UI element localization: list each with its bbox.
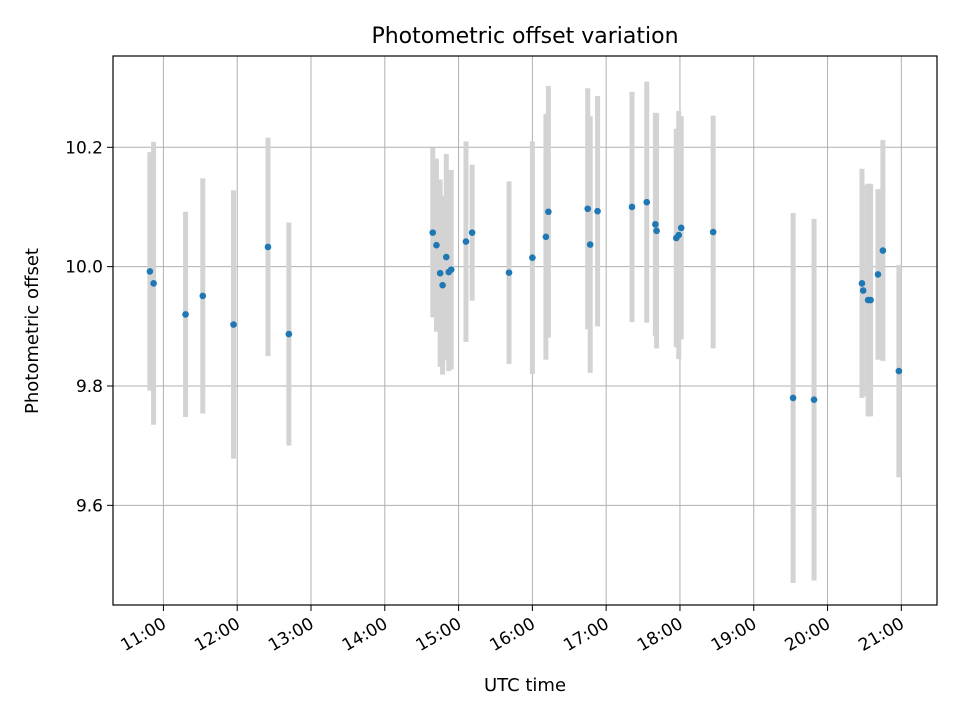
data-point — [433, 241, 440, 249]
data-point — [264, 243, 272, 251]
x-tick-label: 20:00 — [782, 614, 834, 656]
x-axis-ticks: 11:00 12:00 13:00 14:00 15:00 16:00 17:00 18:00… — [117, 605, 908, 656]
plot-frame — [112, 55, 938, 606]
x-tick-label: 18:00 — [634, 614, 686, 656]
data-point — [709, 228, 717, 236]
data-point — [594, 207, 601, 215]
x-tick-label: 11:00 — [117, 614, 169, 656]
x-tick-label: 14:00 — [339, 614, 391, 656]
x-axis-label: UTC time — [484, 675, 566, 696]
data-point — [789, 394, 797, 402]
data-point — [586, 241, 594, 248]
y-tick-label: 9.8 — [76, 377, 103, 397]
data-point — [199, 292, 207, 300]
y-tick-label: 10.2 — [65, 138, 103, 158]
data-point — [468, 229, 476, 236]
data-point — [505, 269, 513, 276]
data-point — [677, 224, 685, 232]
data-point — [810, 396, 818, 404]
data-point — [462, 238, 470, 245]
data-point — [643, 198, 651, 206]
y-tick-label: 9.6 — [76, 496, 103, 516]
data-point — [858, 280, 866, 287]
data-point — [447, 266, 455, 273]
data-point — [653, 227, 660, 235]
x-tick-label: 15:00 — [413, 614, 465, 656]
data-point — [436, 269, 444, 277]
data-point — [628, 203, 636, 211]
x-tick-label: 16:00 — [486, 614, 538, 656]
data-point — [675, 231, 683, 239]
x-tick-label: 12:00 — [191, 614, 243, 656]
data-point — [895, 367, 903, 375]
y-tick-label: 10.0 — [65, 258, 103, 278]
data-point — [150, 280, 157, 287]
x-tick-label: 21:00 — [855, 614, 907, 656]
data-point — [146, 268, 154, 275]
data-point — [652, 220, 659, 228]
data-point — [230, 321, 237, 328]
data-point — [874, 271, 882, 278]
x-tick-label: 19:00 — [708, 614, 760, 656]
data-point — [529, 254, 536, 261]
x-tick-label: 17:00 — [560, 614, 612, 656]
data-point — [859, 287, 867, 294]
chart-title: Photometric offset variation — [371, 24, 678, 49]
data-point — [584, 205, 592, 213]
data-point — [542, 233, 550, 241]
data-point — [867, 296, 874, 304]
y-axis-ticks: 9.6 9.8 10.0 10.2 — [65, 138, 113, 516]
data-point — [429, 229, 437, 236]
y-axis-label: Photometric offset — [22, 248, 43, 414]
x-tick-label: 13:00 — [265, 614, 317, 656]
data-point — [442, 253, 450, 261]
data-point — [182, 311, 189, 318]
data-point — [285, 330, 293, 338]
data-point — [879, 247, 887, 254]
data-point — [439, 281, 446, 289]
data-point — [545, 208, 552, 216]
data-points — [146, 198, 903, 404]
